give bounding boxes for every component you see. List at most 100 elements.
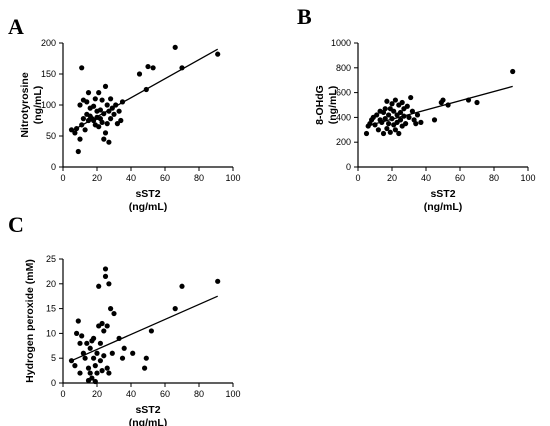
- data-point: [145, 63, 151, 70]
- y-tick-label: 10: [46, 328, 56, 338]
- data-point: [97, 358, 103, 364]
- data-point: [108, 116, 114, 122]
- data-point: [404, 103, 410, 109]
- data-point: [414, 112, 421, 118]
- data-point: [108, 96, 114, 102]
- data-point: [91, 355, 97, 361]
- y-tick-label: 25: [46, 254, 56, 264]
- data-point: [101, 111, 107, 117]
- data-point: [84, 340, 90, 346]
- data-point: [465, 97, 472, 103]
- data-point: [79, 122, 85, 128]
- data-point: [96, 283, 102, 289]
- data-point: [389, 116, 395, 122]
- x-axis-label: sST2: [430, 188, 455, 200]
- data-point: [72, 130, 78, 136]
- data-point: [96, 124, 102, 130]
- data-point: [116, 335, 122, 341]
- data-point: [104, 102, 110, 108]
- y-tick-label: 20: [46, 279, 56, 289]
- y-tick-label: 1000: [331, 38, 351, 48]
- data-point: [409, 108, 415, 114]
- panel-letter: A: [8, 14, 24, 39]
- data-point: [386, 121, 392, 127]
- data-point: [389, 101, 395, 107]
- data-point: [106, 139, 112, 145]
- data-point: [87, 345, 93, 351]
- y-tick-label: 200: [41, 38, 56, 48]
- data-point: [104, 121, 110, 127]
- data-point: [75, 318, 81, 324]
- data-point: [392, 127, 398, 133]
- data-point: [94, 370, 100, 376]
- y-tick-label: 150: [41, 69, 56, 79]
- data-point: [68, 127, 75, 133]
- x-tick-label: 100: [225, 173, 240, 183]
- data-point: [118, 117, 124, 124]
- data-point: [99, 320, 105, 327]
- x-axis-label: (ng/mL): [424, 201, 463, 213]
- data-point: [92, 96, 98, 102]
- data-point: [80, 116, 86, 122]
- data-point: [179, 65, 185, 71]
- data-point: [104, 323, 110, 329]
- data-point: [374, 112, 380, 118]
- data-point: [399, 99, 405, 106]
- data-point: [215, 51, 221, 57]
- data-point: [68, 358, 75, 364]
- data-point: [445, 102, 451, 108]
- data-point: [382, 106, 388, 112]
- data-point: [87, 370, 93, 376]
- data-point: [109, 350, 115, 356]
- x-tick-label: 20: [92, 389, 102, 399]
- x-axis-label: sST2: [135, 404, 160, 416]
- data-point: [106, 281, 112, 287]
- y-axis-label: Nitrotyrosine: [19, 72, 31, 138]
- data-point: [148, 328, 154, 334]
- data-point: [99, 119, 105, 125]
- y-axis-label: 8-OHdG: [314, 85, 326, 125]
- data-point: [91, 335, 97, 341]
- y-tick-label: 0: [346, 162, 351, 172]
- data-point: [102, 130, 109, 136]
- data-point: [77, 370, 83, 376]
- data-point: [79, 65, 85, 71]
- y-tick-label: 50: [46, 131, 56, 141]
- x-tick-label: 20: [92, 173, 102, 183]
- data-point: [431, 117, 438, 123]
- data-point: [143, 355, 149, 361]
- data-point: [413, 121, 419, 127]
- x-tick-label: 40: [126, 173, 136, 183]
- data-point: [74, 125, 80, 132]
- x-tick-label: 0: [355, 173, 360, 183]
- panel-letter: B: [297, 4, 312, 29]
- data-point: [111, 310, 117, 317]
- data-point: [91, 103, 97, 109]
- data-point: [80, 350, 86, 356]
- data-point: [82, 127, 88, 133]
- data-point: [92, 363, 98, 369]
- y-tick-label: 800: [336, 63, 351, 73]
- data-point: [91, 117, 97, 124]
- panel-b: B0 20 40 60 80 10002004006008001000sST2(ng/mL…: [297, 4, 536, 213]
- x-tick-label: 0: [60, 389, 65, 399]
- data-point: [99, 368, 105, 374]
- data-point: [143, 86, 149, 93]
- panel-c: C 0 20 40 60 80 100 0 5 10 15 20 25 sST2(ng/mL) Hydrog…: [8, 212, 241, 426]
- data-point: [89, 375, 95, 381]
- data-point: [99, 97, 105, 103]
- regression-line: [71, 295, 218, 362]
- data-point: [172, 306, 178, 312]
- y-axis-label: Hydrogen peroxide (mM): [24, 259, 36, 383]
- data-point: [102, 273, 109, 279]
- data-point: [119, 355, 126, 361]
- data-point: [108, 306, 114, 312]
- data-point: [391, 108, 397, 114]
- data-point: [114, 121, 120, 127]
- data-point: [215, 278, 221, 284]
- data-point: [79, 333, 85, 339]
- data-point: [85, 90, 92, 96]
- y-tick-label: 0: [51, 162, 56, 172]
- data-point: [116, 108, 122, 114]
- data-point: [111, 111, 117, 117]
